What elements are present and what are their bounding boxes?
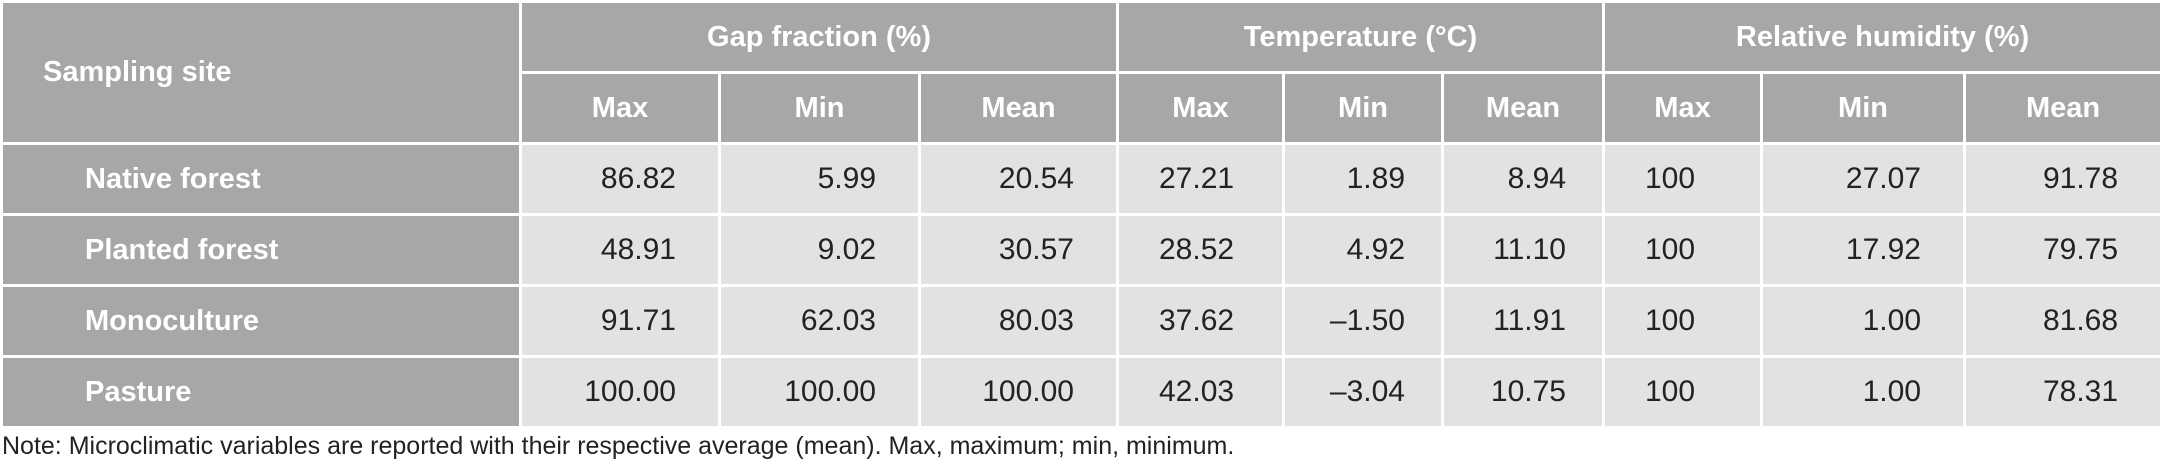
- table-cell: 81.68: [1962, 284, 2160, 358]
- table-footnote: Note: Microclimatic variables are report…: [2, 432, 1235, 460]
- table-cell: 91.71: [519, 284, 721, 358]
- humidity-max-header: Max: [1602, 71, 1763, 145]
- site-label: Native forest: [0, 142, 522, 216]
- table-cell: 80.03: [918, 284, 1119, 358]
- gap-min-header: Min: [718, 71, 921, 145]
- subheader-row: Max Min Mean Max Min Mean Max Min Mean: [2, 71, 2160, 145]
- site-label: Planted forest: [0, 213, 522, 287]
- site-label: Pasture: [0, 355, 522, 429]
- table-cell: 20.54: [918, 142, 1119, 216]
- temp-max-header: Max: [1116, 71, 1285, 145]
- table-cell: 27.07: [1760, 142, 1966, 216]
- group-header-row: Sampling site Gap fraction (%) Temperatu…: [0, 0, 2160, 145]
- temperature-header: Temperature (°C): [1116, 0, 1605, 74]
- humidity-mean-header: Mean: [1962, 71, 2160, 145]
- table-cell: 8.94: [1441, 142, 1605, 216]
- table-cell: 100: [1602, 355, 1763, 429]
- microclimate-table: Sampling site Gap fraction (%) Temperatu…: [0, 0, 2160, 429]
- table-cell: 28.52: [1116, 213, 1285, 287]
- table-cell: 79.75: [1962, 213, 2160, 287]
- gap-fraction-header: Gap fraction (%): [519, 0, 1119, 74]
- temp-min-header: Min: [1282, 71, 1444, 145]
- table-cell: –1.50: [1282, 284, 1444, 358]
- table-cell: 100: [1602, 142, 1763, 216]
- relative-humidity-header: Relative humidity (%): [1601, 0, 2160, 74]
- temp-mean-header: Mean: [1441, 71, 1605, 145]
- table-row: Monoculture 91.71 62.03 80.03 37.62 –1.5…: [0, 284, 2160, 358]
- table-cell: 27.21: [1116, 142, 1285, 216]
- table-cell: 91.78: [1962, 142, 2160, 216]
- table-row: Native forest 86.82 5.99 20.54 27.21 1.8…: [0, 142, 2160, 216]
- table-cell: 100.00: [519, 355, 721, 429]
- sampling-site-header: Sampling site: [0, 0, 522, 145]
- table-cell: 100: [1602, 284, 1763, 358]
- table-cell: 42.03: [1116, 355, 1285, 429]
- table-cell: 17.92: [1760, 213, 1966, 287]
- table-cell: 9.02: [718, 213, 921, 287]
- table-cell: 48.91: [519, 213, 721, 287]
- table-cell: 37.62: [1116, 284, 1285, 358]
- data-table-container: Sampling site Gap fraction (%) Temperatu…: [0, 0, 2160, 429]
- table-cell: 1.00: [1760, 284, 1966, 358]
- gap-mean-header: Mean: [918, 71, 1119, 145]
- table-cell: 1.00: [1760, 355, 1966, 429]
- table-cell: 100: [1602, 213, 1763, 287]
- table-cell: 100.00: [718, 355, 921, 429]
- table-cell: –3.04: [1282, 355, 1444, 429]
- table-cell: 30.57: [918, 213, 1119, 287]
- table-cell: 86.82: [519, 142, 721, 216]
- humidity-min-header: Min: [1760, 71, 1966, 145]
- site-label: Monoculture: [0, 284, 522, 358]
- table-cell: 62.03: [718, 284, 921, 358]
- gap-max-header: Max: [519, 71, 721, 145]
- table-cell: 100.00: [918, 355, 1119, 429]
- table-row: Pasture 100.00 100.00 100.00 42.03 –3.04…: [0, 355, 2160, 429]
- table-cell: 5.99: [718, 142, 921, 216]
- table-cell: 78.31: [1962, 355, 2160, 429]
- table-cell: 1.89: [1282, 142, 1444, 216]
- table-cell: 4.92: [1282, 213, 1444, 287]
- table-cell: 10.75: [1441, 355, 1605, 429]
- table-cell: 11.91: [1441, 284, 1605, 358]
- table-cell: 11.10: [1441, 213, 1605, 287]
- table-row: Planted forest 48.91 9.02 30.57 28.52 4.…: [0, 213, 2160, 287]
